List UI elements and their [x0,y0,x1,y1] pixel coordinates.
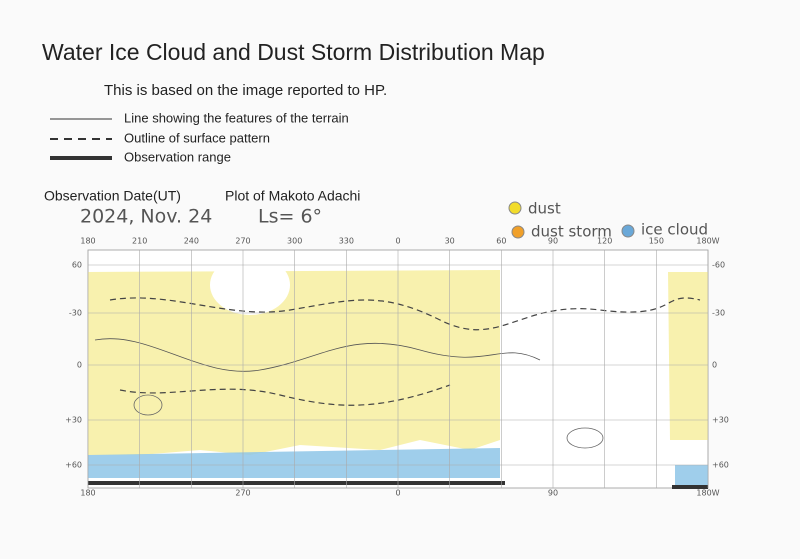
latitude-label: 0 [712,361,717,370]
dust-area [668,272,708,440]
longitude-label: 210 [132,237,147,246]
dust-area [88,270,500,455]
latitude-label: +60 [65,461,82,470]
latitude-label: 60 [72,261,82,270]
longitude-label: 240 [184,237,199,246]
marker-label: ice cloud [641,221,708,239]
longitude-label: 270 [235,237,250,246]
marker-label: dust [528,200,561,218]
longitude-label: 30 [445,237,455,246]
plotter: Plot of Makoto Adachi [225,188,360,204]
pattern-line [109,297,701,331]
marker-label: dust storm [531,223,612,241]
latitude-label: -30 [712,309,725,318]
solar-longitude: Ls= 6° [258,206,322,228]
latitude-label: 0 [77,361,82,370]
legend-label: Outline of surface pattern [124,130,270,145]
title: Water Ice Cloud and Dust Storm Distribut… [42,39,545,65]
latitude-label: -60 [712,261,725,270]
marker-dot [621,224,635,238]
latitude-label: -30 [69,309,82,318]
date: 2024, Nov. 24 [80,206,212,228]
terrain-line [94,338,541,372]
longitude-label: 0 [395,489,400,498]
clear-area [210,255,290,315]
longitude-label: 270 [235,489,250,498]
longitude-label: 300 [287,237,302,246]
latitude-label: +30 [712,416,729,425]
date-label: Observation Date(UT) [44,188,181,204]
marker-dot [508,201,522,215]
ice-cloud-area [88,448,500,478]
ice-cloud-area [675,465,708,485]
latitude-label: +60 [712,461,729,470]
subtitle: This is based on the image reported to H… [104,82,387,99]
marker-dot [511,225,525,239]
longitude-label: 180 [80,489,95,498]
longitude-label: 60 [496,237,506,246]
longitude-label: 150 [649,237,664,246]
latitude-label: +30 [65,416,82,425]
terrain-line [566,427,604,449]
map [87,249,709,489]
longitude-label: 0 [395,237,400,246]
longitude-label: 180 [80,237,95,246]
longitude-label: 180W [696,489,719,498]
longitude-label: 120 [597,237,612,246]
longitude-label: 90 [548,489,558,498]
longitude-label: 180W [696,237,719,246]
legend-label: Observation range [124,149,231,164]
legend-label: Line showing the features of the terrain [124,110,349,125]
longitude-label: 330 [339,237,354,246]
longitude-label: 90 [548,237,558,246]
pattern-line [119,384,451,406]
terrain-line [133,394,163,416]
